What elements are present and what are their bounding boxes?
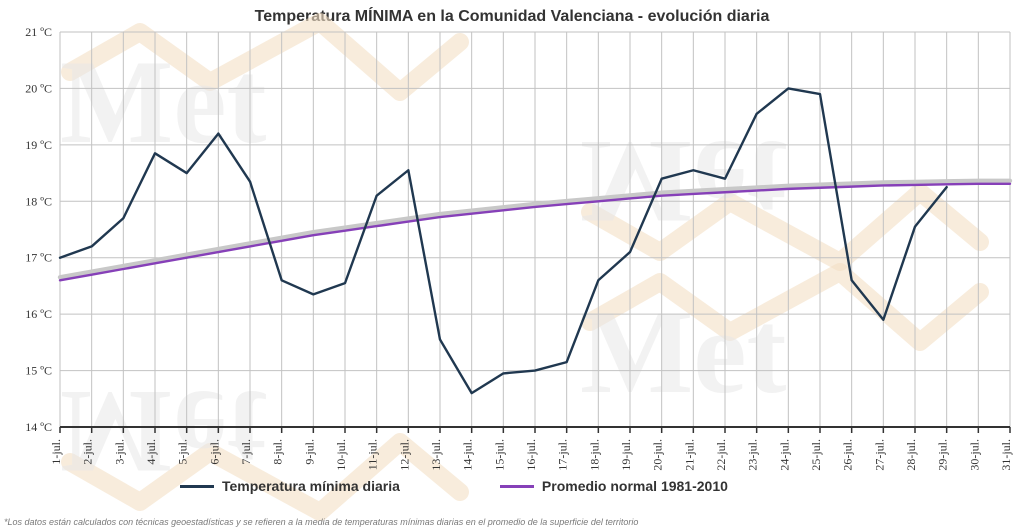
svg-text:6-jul.: 6-jul. [207,439,221,465]
svg-text:3-jul.: 3-jul. [112,439,126,465]
legend-item-1: Promedio normal 1981-2010 [500,478,728,494]
svg-text:22-jul.: 22-jul. [714,439,728,471]
legend-label-1: Promedio normal 1981-2010 [542,478,728,494]
svg-text:26-jul.: 26-jul. [841,439,855,471]
svg-text:Met: Met [580,285,787,418]
svg-text:21-jul.: 21-jul. [682,439,696,471]
svg-text:15-jul.: 15-jul. [492,439,506,471]
svg-text:15 ºC: 15 ºC [25,364,52,378]
legend-swatch-0 [180,485,214,488]
svg-text:19 ºC: 19 ºC [25,138,52,152]
svg-text:28-jul.: 28-jul. [904,439,918,471]
svg-text:4-jul.: 4-jul. [144,439,158,465]
svg-text:1-jul.: 1-jul. [49,439,63,465]
chart-plot: MetMetMetMet14 ºC15 ºC16 ºC17 ºC18 ºC19 … [0,0,1024,531]
svg-text:16 ºC: 16 ºC [25,307,52,321]
svg-text:14-jul.: 14-jul. [461,439,475,471]
svg-text:30-jul.: 30-jul. [967,439,981,471]
svg-text:11-jul.: 11-jul. [366,439,380,470]
svg-text:10-jul.: 10-jul. [334,439,348,471]
svg-text:13-jul.: 13-jul. [429,439,443,471]
svg-text:21 ºC: 21 ºC [25,25,52,39]
svg-text:2-jul.: 2-jul. [81,439,95,465]
svg-text:14 ºC: 14 ºC [25,420,52,434]
svg-text:5-jul.: 5-jul. [176,439,190,465]
svg-text:17-jul.: 17-jul. [556,439,570,471]
svg-text:16-jul.: 16-jul. [524,439,538,471]
svg-text:7-jul.: 7-jul. [239,439,253,465]
svg-text:8-jul.: 8-jul. [271,439,285,465]
svg-text:Met: Met [60,35,267,168]
svg-text:9-jul.: 9-jul. [302,439,316,465]
svg-text:20 ºC: 20 ºC [25,81,52,95]
svg-text:19-jul.: 19-jul. [619,439,633,471]
legend-label-0: Temperatura mínima diaria [222,478,400,494]
svg-text:27-jul.: 27-jul. [872,439,886,471]
chart-legend: Temperatura mínima diaria Promedio norma… [180,478,728,494]
chart-footnote: *Los datos están calculados con técnicas… [4,517,638,527]
legend-item-0: Temperatura mínima diaria [180,478,400,494]
svg-text:25-jul.: 25-jul. [809,439,823,471]
svg-text:20-jul.: 20-jul. [651,439,665,471]
svg-text:12-jul.: 12-jul. [397,439,411,471]
svg-text:18 ºC: 18 ºC [25,194,52,208]
svg-text:24-jul.: 24-jul. [777,439,791,471]
legend-swatch-1 [500,485,534,488]
svg-text:23-jul.: 23-jul. [746,439,760,471]
svg-text:29-jul.: 29-jul. [936,439,950,471]
svg-text:17 ºC: 17 ºC [25,251,52,265]
svg-text:18-jul.: 18-jul. [587,439,601,471]
svg-text:Met: Met [580,116,787,249]
svg-text:31-jul.: 31-jul. [999,439,1013,471]
